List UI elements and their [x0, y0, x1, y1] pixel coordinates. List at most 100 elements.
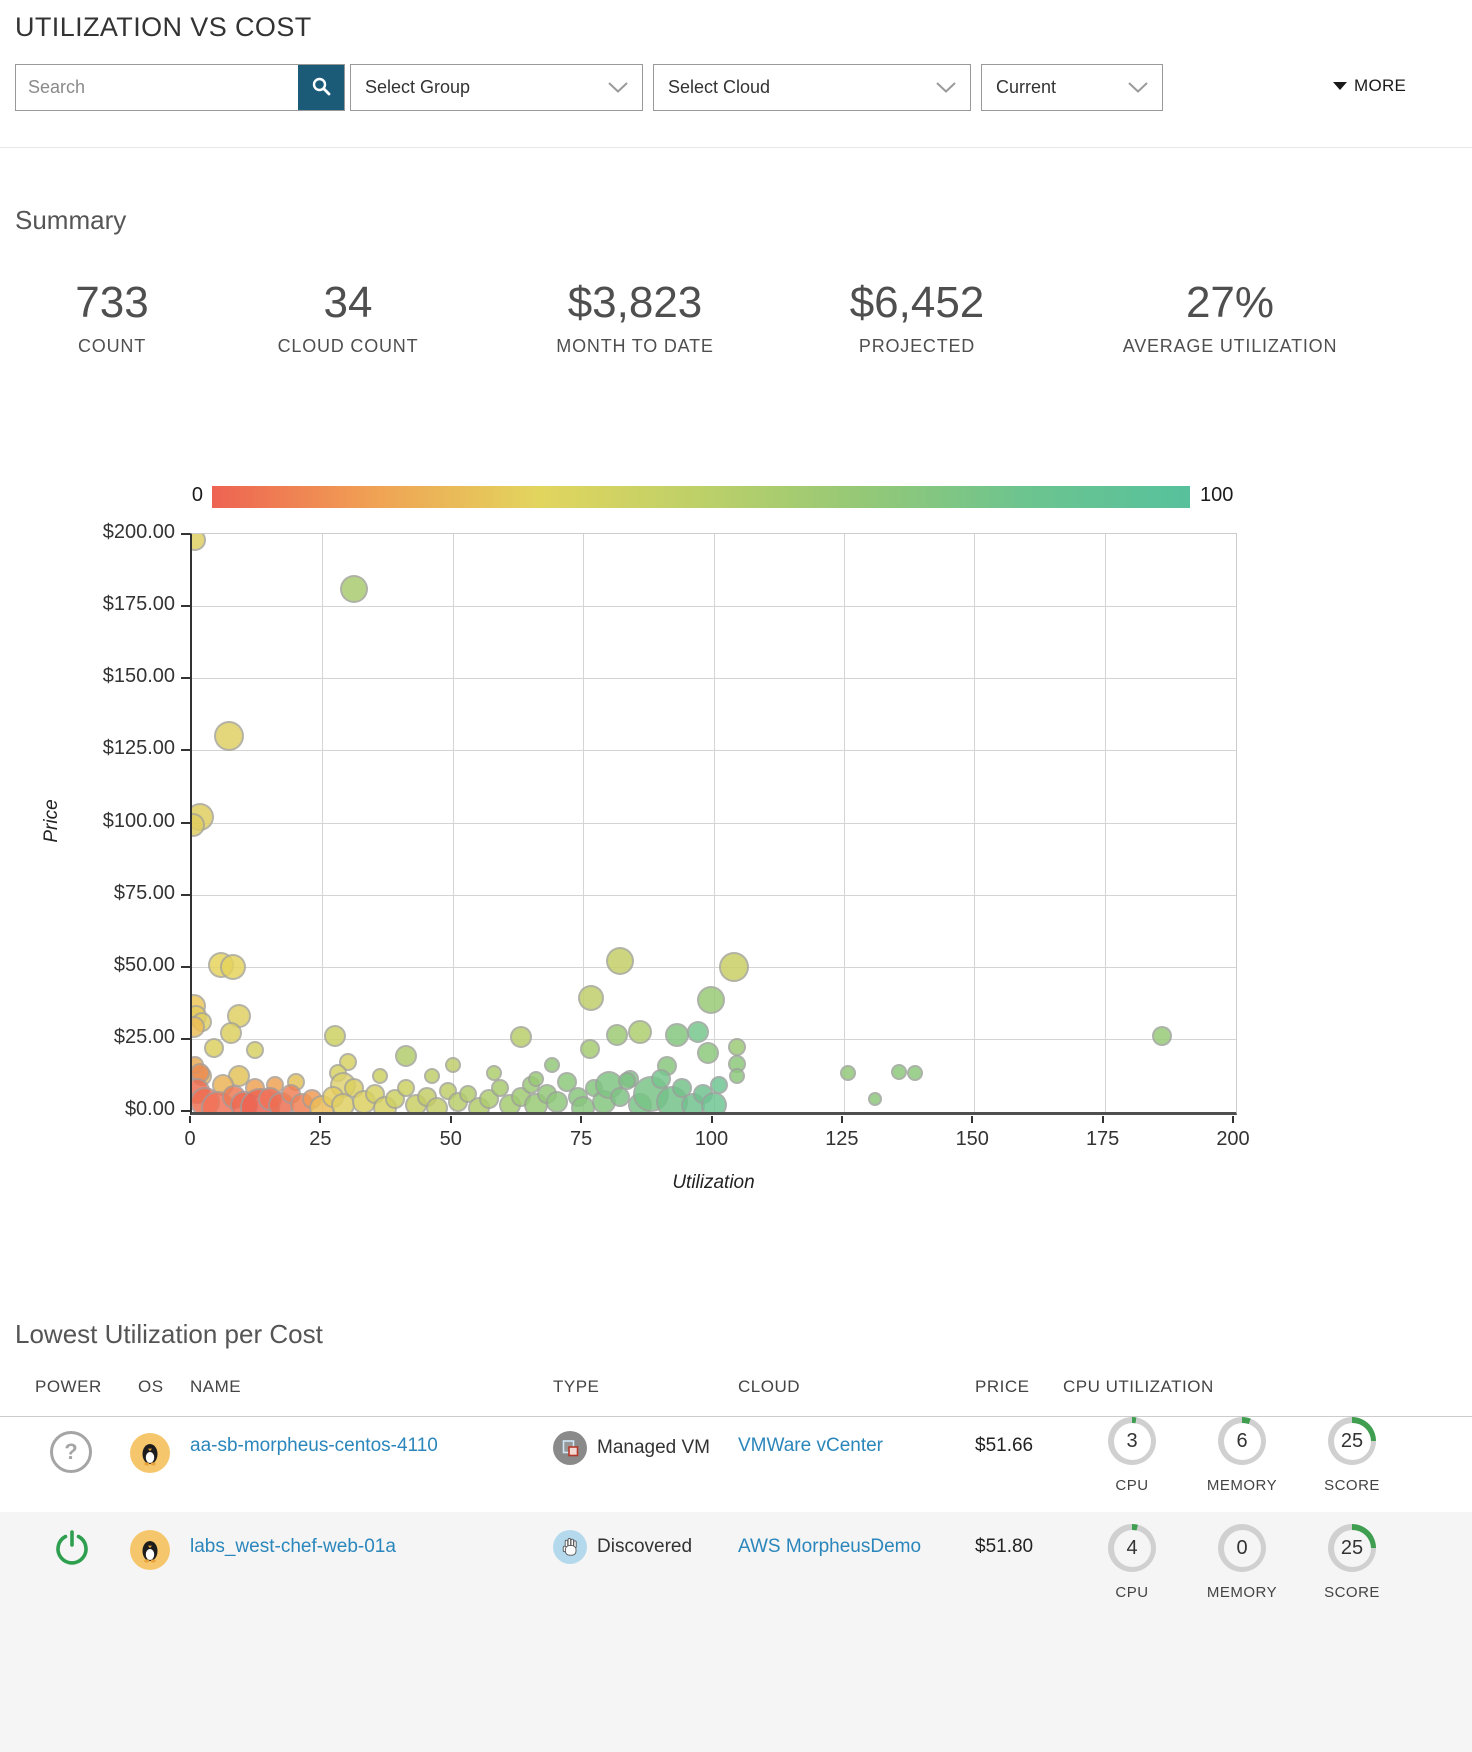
- data-bubble[interactable]: [577, 985, 604, 1012]
- instance-name-link[interactable]: aa-sb-morpheus-centos-4110: [190, 1435, 438, 1456]
- search-input[interactable]: [16, 65, 298, 110]
- data-bubble[interactable]: [394, 1045, 417, 1068]
- utilization-gauges: 3 CPU 6 MEMORY 25 SCORE: [1082, 1417, 1472, 1512]
- data-bubble[interactable]: [606, 1023, 629, 1046]
- table-heading: Lowest Utilization per Cost: [15, 1319, 323, 1349]
- data-bubble[interactable]: [605, 946, 634, 975]
- data-bubble[interactable]: [719, 951, 750, 982]
- type-label: Discovered: [597, 1536, 693, 1557]
- gridline: [192, 750, 1236, 752]
- data-bubble[interactable]: [840, 1065, 857, 1082]
- data-bubble[interactable]: [609, 1086, 630, 1107]
- data-bubble[interactable]: [219, 953, 246, 980]
- linux-os-icon: [130, 1433, 170, 1473]
- legend-max-label: 100: [1200, 484, 1234, 506]
- x-tick-label: 150: [955, 1128, 989, 1150]
- data-bubble[interactable]: [213, 720, 244, 751]
- data-bubble[interactable]: [890, 1063, 907, 1080]
- y-tick-mark: [181, 1037, 190, 1040]
- data-bubble[interactable]: [628, 1020, 653, 1045]
- data-bubble[interactable]: [490, 1078, 509, 1097]
- data-bubble[interactable]: [192, 534, 206, 551]
- data-bubble[interactable]: [371, 1068, 388, 1085]
- cloud-link[interactable]: VMWare vCenter: [738, 1435, 883, 1456]
- y-tick-mark: [181, 893, 190, 896]
- stat-cloud-count-value: 34: [323, 278, 373, 327]
- data-bubble[interactable]: [709, 1076, 728, 1095]
- data-bubble[interactable]: [203, 1037, 224, 1058]
- select-cloud-label: Select Cloud: [668, 77, 771, 97]
- y-tick-mark: [181, 821, 190, 824]
- data-bubble[interactable]: [696, 985, 725, 1014]
- stat-count-value: 733: [75, 278, 149, 327]
- data-bubble[interactable]: [324, 1024, 347, 1047]
- price-value: $51.66: [975, 1435, 1034, 1456]
- cpu-gauge-value: 3: [1113, 1422, 1151, 1460]
- data-bubble[interactable]: [580, 1038, 601, 1059]
- data-bubble[interactable]: [543, 1056, 560, 1073]
- y-tick-label: $175.00: [102, 593, 175, 616]
- stat-projected-value: $6,452: [849, 278, 985, 327]
- data-bubble[interactable]: [426, 1097, 449, 1112]
- data-bubble[interactable]: [546, 1091, 569, 1112]
- select-group-label: Select Group: [365, 77, 471, 97]
- x-axis-title: Utilization: [672, 1172, 755, 1193]
- stat-count: 733 COUNT: [0, 278, 262, 357]
- search-icon: [311, 76, 331, 99]
- data-bubble[interactable]: [664, 1022, 689, 1047]
- utilization-cost-chart: 0 100 Price Utilization $0.00 $25.00 $50.0…: [0, 480, 1472, 1240]
- scatter-plot-area: [190, 533, 1237, 1115]
- search-button[interactable]: [298, 65, 344, 110]
- data-bubble[interactable]: [686, 1021, 709, 1044]
- gridline: [192, 822, 1236, 824]
- data-bubble[interactable]: [618, 1071, 637, 1090]
- more-button[interactable]: MORE: [1333, 76, 1406, 96]
- gridline: [192, 894, 1236, 896]
- period-dropdown[interactable]: Current: [981, 64, 1163, 111]
- memory-gauge: 0 MEMORY: [1192, 1524, 1292, 1752]
- y-tick-mark: [181, 605, 190, 608]
- select-cloud-dropdown[interactable]: Select Cloud: [653, 64, 971, 111]
- stat-average-utilization-label: AVERAGE UTILIZATION: [1122, 336, 1338, 356]
- data-bubble[interactable]: [220, 1022, 243, 1045]
- data-bubble[interactable]: [697, 1042, 720, 1065]
- y-tick-label: $50.00: [113, 953, 175, 976]
- chevron-down-icon: [608, 77, 628, 98]
- data-bubble[interactable]: [700, 1092, 727, 1112]
- stat-count-label: COUNT: [78, 336, 146, 356]
- x-tick-label: 200: [1216, 1128, 1250, 1150]
- data-bubble[interactable]: [423, 1068, 440, 1085]
- data-bubble[interactable]: [528, 1071, 545, 1088]
- cpu-gauge: 3 CPU: [1082, 1417, 1182, 1512]
- data-bubble[interactable]: [868, 1092, 883, 1107]
- gridline: [192, 966, 1236, 968]
- lowest-utilization-table: Lowest Utilization per Cost POWER OS NAM…: [0, 1305, 1472, 1752]
- x-tick-mark: [1232, 1116, 1234, 1123]
- data-bubble[interactable]: [729, 1068, 746, 1085]
- instance-name-link[interactable]: labs_west-chef-web-01a: [190, 1536, 396, 1557]
- data-bubble[interactable]: [672, 1077, 693, 1098]
- data-bubble[interactable]: [444, 1056, 461, 1073]
- header-divider: [0, 147, 1472, 148]
- period-label: Current: [996, 77, 1057, 97]
- data-bubble[interactable]: [906, 1065, 923, 1082]
- score-gauge-value: 25: [1333, 1422, 1371, 1460]
- data-bubble[interactable]: [396, 1078, 415, 1097]
- data-bubble[interactable]: [509, 1026, 532, 1049]
- data-bubble[interactable]: [245, 1041, 264, 1060]
- data-bubble[interactable]: [728, 1037, 747, 1056]
- cloud-link[interactable]: AWS MorpheusDemo: [738, 1536, 922, 1557]
- y-tick-label: $75.00: [113, 881, 175, 904]
- table-row: ? aa-sb-morpheus-centos-4110: [0, 1417, 1472, 1512]
- cpu-gauge-label: CPU: [1115, 1584, 1149, 1601]
- table-row: labs_west-chef-web-01a Discovered AWS Mo…: [0, 1512, 1472, 1752]
- data-bubble[interactable]: [192, 1016, 206, 1039]
- select-group-dropdown[interactable]: Select Group: [350, 64, 643, 111]
- x-tick-label: 25: [309, 1128, 332, 1150]
- memory-gauge-label: MEMORY: [1206, 1584, 1278, 1601]
- data-bubble[interactable]: [1151, 1025, 1172, 1046]
- y-tick-mark: [181, 749, 190, 752]
- y-tick-label: $100.00: [102, 809, 175, 832]
- gridline: [192, 606, 1236, 608]
- data-bubble[interactable]: [339, 574, 368, 603]
